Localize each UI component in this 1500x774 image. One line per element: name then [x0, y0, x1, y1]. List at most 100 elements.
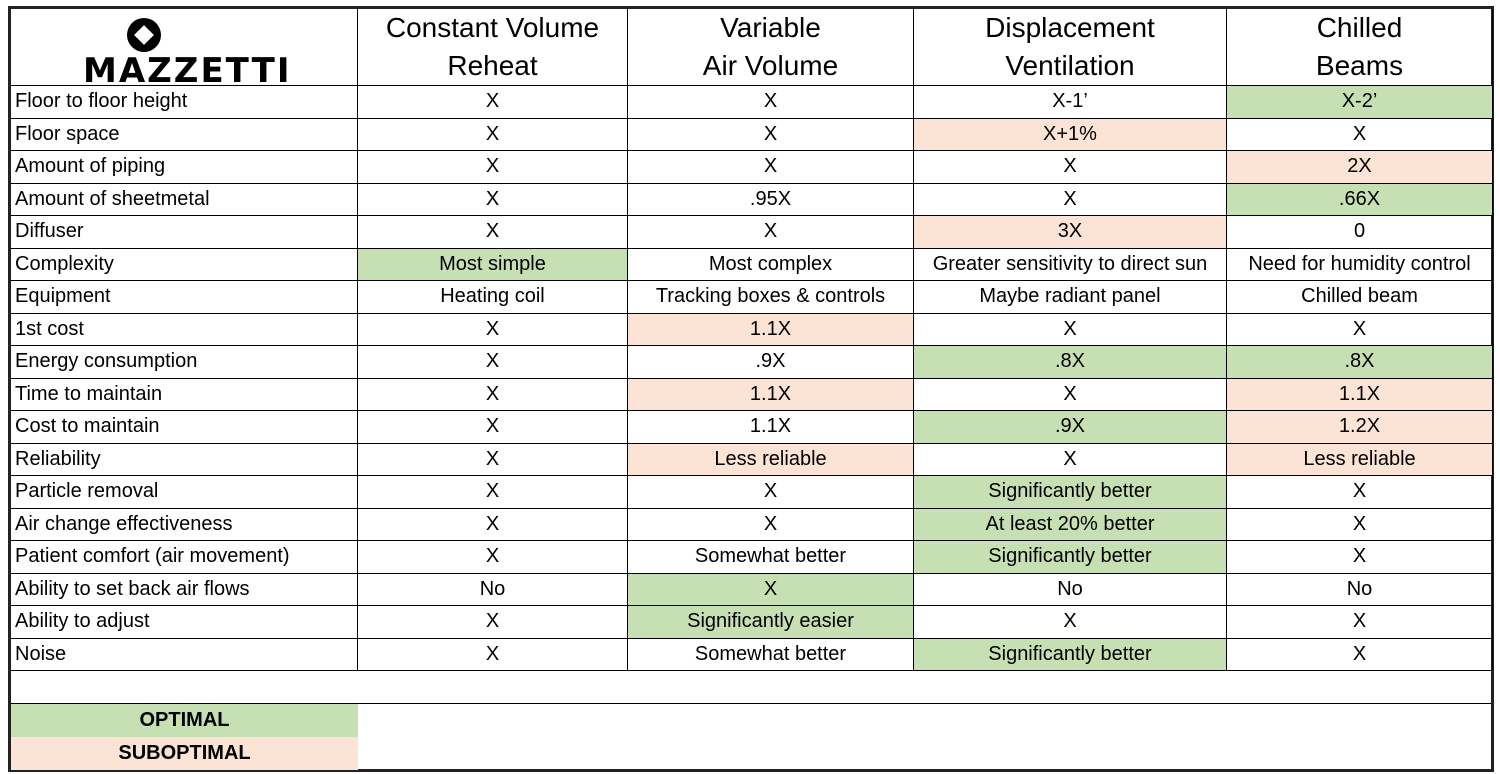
cell: X [358, 476, 628, 509]
cell: X [628, 118, 914, 151]
cell: X [628, 476, 914, 509]
column-header: Displacement Ventilation [914, 9, 1227, 86]
cell: Somewhat better [628, 541, 914, 574]
cell: 1.1X [628, 313, 914, 346]
logo-cell: MAZZETTI [11, 9, 358, 91]
cell: X [914, 378, 1227, 411]
cell: X [914, 313, 1227, 346]
comparison-sheet: MAZZETTI Constant Volume Reheat Variable Ai… [8, 6, 1494, 772]
cell: X [1227, 313, 1493, 346]
cell: Significantly easier [628, 606, 914, 639]
cell: X [358, 183, 628, 216]
row-label: Cost to maintain [11, 411, 358, 444]
legend-item: SUBOPTIMAL [11, 737, 358, 770]
row-label: Air change effectiveness [11, 508, 358, 541]
header-line: Constant Volume [385, 12, 600, 43]
cell: X [358, 606, 628, 639]
column-header: Variable Air Volume [628, 9, 914, 86]
row-label: Amount of sheetmetal [11, 183, 358, 216]
row-label: Diffuser [11, 216, 358, 249]
cell: X [358, 86, 628, 119]
cell: No [914, 573, 1227, 606]
row-label: Complexity [11, 248, 358, 281]
cell: Most simple [358, 248, 628, 281]
cell: X [358, 378, 628, 411]
logo-text: MAZZETTI [83, 51, 292, 91]
cell: No [358, 573, 628, 606]
cell: Chilled beam [1227, 281, 1493, 314]
row-label: Floor space [11, 118, 358, 151]
cell: X [914, 151, 1227, 184]
cell: X-2’ [1227, 86, 1493, 119]
row-label: Patient comfort (air movement) [11, 541, 358, 574]
row-label: Energy consumption [11, 346, 358, 379]
header-line: Chilled [1316, 12, 1403, 43]
cell: 2X [1227, 151, 1493, 184]
blank-row [11, 671, 1491, 704]
cell: X [358, 118, 628, 151]
cell: X [358, 508, 628, 541]
cell: X [358, 541, 628, 574]
cell: X [358, 443, 628, 476]
cell: X [358, 313, 628, 346]
row-label: Reliability [11, 443, 358, 476]
cell: X [1227, 638, 1493, 671]
cell: X [628, 573, 914, 606]
cell: Heating coil [358, 281, 628, 314]
header-line: Ventilation [1005, 50, 1135, 81]
cell: .8X [1227, 346, 1493, 379]
cell: X [914, 183, 1227, 216]
cell: 1.1X [628, 411, 914, 444]
row-label: Floor to floor height [11, 86, 358, 119]
cell: Somewhat better [628, 638, 914, 671]
cell: Maybe radiant panel [914, 281, 1227, 314]
cell: X [358, 638, 628, 671]
cell: X [358, 411, 628, 444]
cell: X [1227, 508, 1493, 541]
row-label: Equipment [11, 281, 358, 314]
cell: .66X [1227, 183, 1493, 216]
cell: .9X [628, 346, 914, 379]
cell: X [628, 151, 914, 184]
row-label: Amount of piping [11, 151, 358, 184]
cell: X [358, 151, 628, 184]
cell: X [628, 508, 914, 541]
cell: 1.2X [1227, 411, 1493, 444]
cell: Significantly better [914, 476, 1227, 509]
header-line: Reheat [447, 50, 538, 81]
cell: X [914, 443, 1227, 476]
cell: Need for humidity control [1227, 248, 1493, 281]
header-line: Variable [720, 12, 821, 43]
row-label: Ability to set back air flows [11, 573, 358, 606]
cell: X [358, 346, 628, 379]
cell: 1.1X [1227, 378, 1493, 411]
cell: X [1227, 118, 1493, 151]
cell: At least 20% better [914, 508, 1227, 541]
cell: X [914, 606, 1227, 639]
cell: X [1227, 476, 1493, 509]
legend-item: OPTIMAL [11, 704, 358, 737]
cell: .9X [914, 411, 1227, 444]
cell: 0 [1227, 216, 1493, 249]
cell: Less reliable [628, 443, 914, 476]
row-label: Ability to adjust [11, 606, 358, 639]
cell: Less reliable [1227, 443, 1493, 476]
cell: .8X [914, 346, 1227, 379]
cell: Significantly better [914, 541, 1227, 574]
cell: Tracking boxes & controls [628, 281, 914, 314]
cell: X+1% [914, 118, 1227, 151]
column-header: Chilled Beams [1227, 9, 1493, 86]
header-line: Displacement [985, 12, 1155, 43]
cell: .95X [628, 183, 914, 216]
logo-icon [127, 18, 161, 52]
cell: 3X [914, 216, 1227, 249]
cell: X [1227, 541, 1493, 574]
row-label: Noise [11, 638, 358, 671]
cell: X-1’ [914, 86, 1227, 119]
cell: X [628, 86, 914, 119]
header-line: Air Volume [702, 50, 839, 81]
cell: 1.1X [628, 378, 914, 411]
cell: X [1227, 606, 1493, 639]
cell: Most complex [628, 248, 914, 281]
header-line: Beams [1315, 50, 1404, 81]
